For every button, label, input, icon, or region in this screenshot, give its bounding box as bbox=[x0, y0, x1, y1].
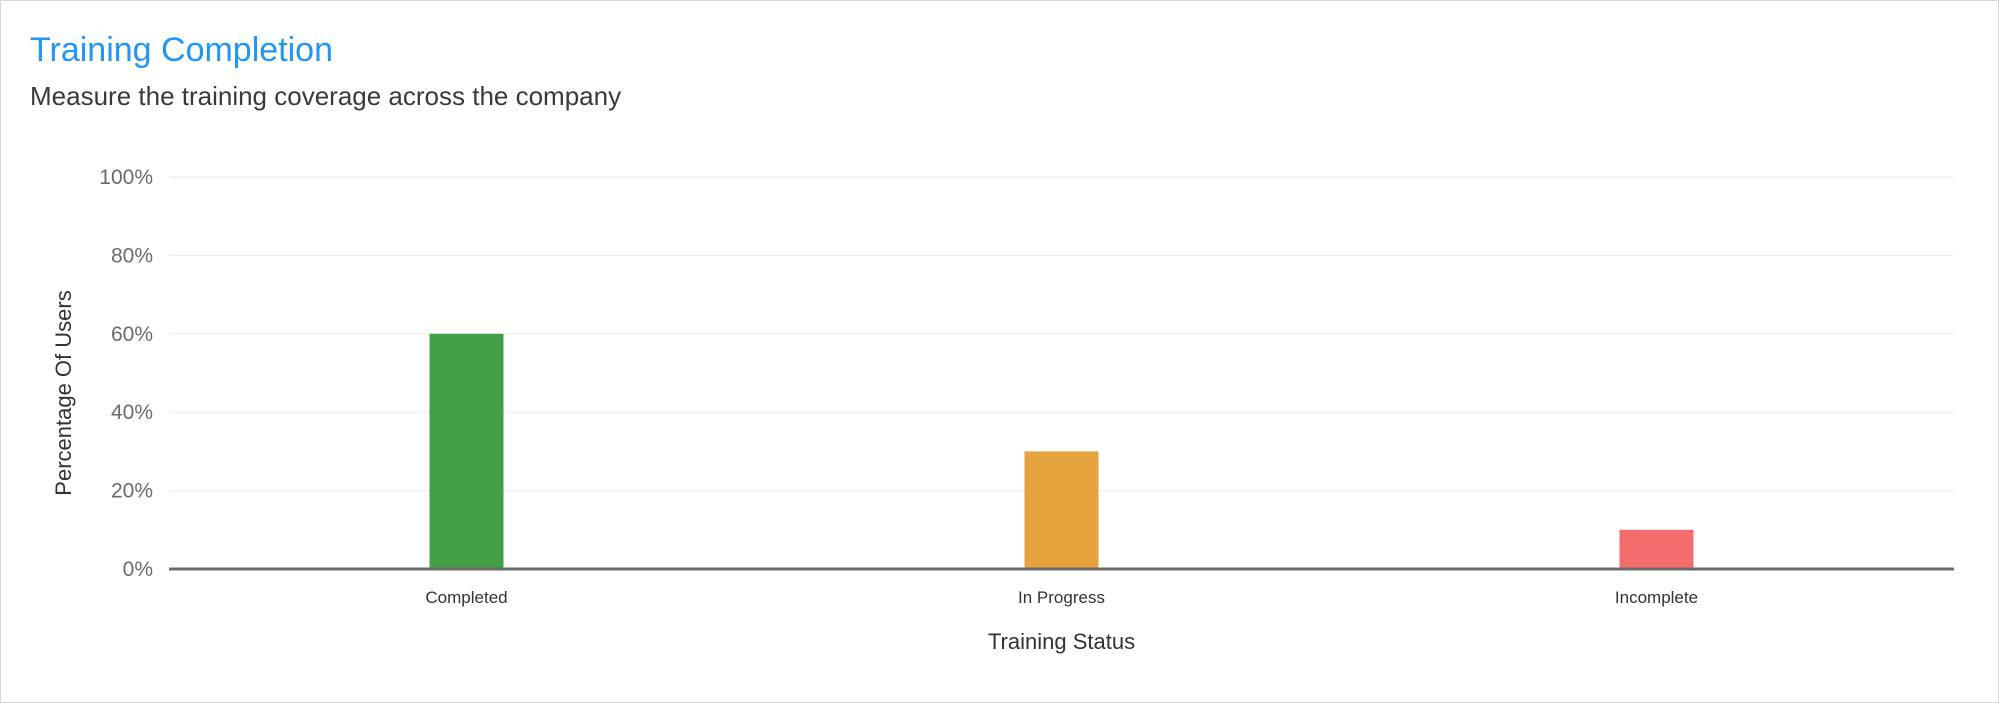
chart-subtitle: Measure the training coverage across the… bbox=[30, 81, 622, 111]
x-axis-title: Training Status bbox=[988, 629, 1135, 654]
y-tick-label: 20% bbox=[111, 480, 153, 503]
x-tick-label: In Progress bbox=[1018, 588, 1105, 607]
bar-in-progress[interactable] bbox=[1024, 451, 1099, 569]
y-tick-label: 40% bbox=[111, 401, 153, 424]
y-axis-title: Percentage Of Users bbox=[51, 290, 76, 495]
y-tick-label: 0% bbox=[123, 558, 153, 581]
bar-completed[interactable] bbox=[429, 333, 504, 569]
x-tick-label: Incomplete bbox=[1615, 588, 1698, 607]
x-tick-label: Completed bbox=[425, 588, 507, 607]
y-tick-label: 100% bbox=[99, 166, 153, 189]
y-tick-label: 80% bbox=[111, 244, 153, 267]
chart-title: Training Completion bbox=[30, 31, 333, 69]
y-tick-label: 60% bbox=[111, 323, 153, 346]
bar-incomplete[interactable] bbox=[1619, 529, 1694, 569]
y-axis-ticks: 0% 20% 40% 60% 80% 100% bbox=[99, 166, 153, 581]
bars bbox=[429, 333, 1694, 569]
x-axis-labels: Completed In Progress Incomplete bbox=[425, 588, 1698, 607]
